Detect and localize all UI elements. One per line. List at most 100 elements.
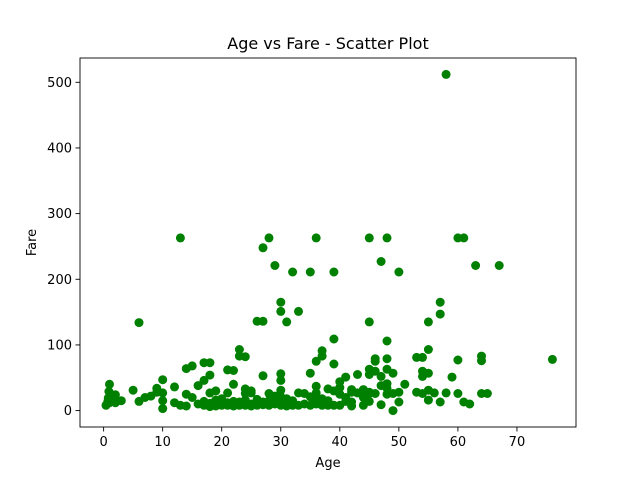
data-point [423, 395, 433, 405]
data-point [364, 396, 374, 406]
plot-background [80, 58, 576, 427]
data-point [400, 379, 410, 389]
data-point [494, 261, 504, 270]
data-point [181, 401, 191, 411]
data-point [429, 388, 439, 398]
data-point [370, 389, 380, 398]
data-point [382, 354, 392, 364]
data-point [305, 368, 315, 378]
data-point [258, 316, 268, 326]
data-point [311, 356, 321, 366]
data-point [264, 233, 274, 243]
data-point [175, 233, 185, 243]
data-point [453, 389, 463, 398]
data-points [101, 69, 557, 416]
data-point [229, 366, 238, 375]
data-point [199, 375, 209, 385]
data-point [435, 397, 445, 407]
data-point [158, 375, 168, 385]
data-point [282, 317, 292, 327]
data-point [370, 354, 380, 364]
data-point [311, 381, 321, 391]
data-point [305, 267, 315, 277]
y-tick-label: 500 [47, 76, 72, 91]
data-point [128, 385, 138, 395]
y-tick-label: 300 [47, 207, 72, 222]
chart-title: Age vs Fare - Scatter Plot [227, 34, 428, 53]
x-tick-label: 70 [509, 435, 526, 450]
data-point [258, 371, 268, 381]
data-point [394, 387, 404, 397]
data-point [364, 233, 374, 243]
data-point [116, 396, 126, 406]
data-point [441, 69, 451, 79]
data-point [329, 267, 339, 277]
y-tick-label: 200 [47, 273, 72, 288]
x-tick-label: 40 [332, 435, 349, 450]
y-tick-label: 0 [64, 404, 72, 419]
data-point [110, 390, 120, 400]
data-point [187, 361, 197, 371]
data-point [341, 372, 351, 382]
data-point [193, 381, 203, 391]
data-point [465, 399, 475, 409]
data-point [376, 257, 386, 266]
data-point [423, 345, 433, 354]
data-point [329, 334, 339, 344]
data-point [477, 351, 486, 361]
data-point [353, 370, 362, 379]
data-point [158, 404, 168, 414]
x-tick-label: 10 [154, 435, 171, 450]
data-point [187, 393, 197, 402]
data-point [394, 397, 404, 407]
y-tick-label: 100 [47, 338, 72, 353]
data-point [394, 267, 404, 277]
data-point [223, 388, 233, 398]
data-point [435, 309, 445, 319]
data-point [423, 317, 433, 327]
data-point [347, 397, 357, 407]
data-point [229, 379, 238, 389]
data-point [294, 306, 303, 316]
data-point [382, 379, 392, 389]
data-point [435, 297, 445, 307]
data-point [211, 386, 221, 396]
data-point [246, 386, 256, 396]
data-point [370, 366, 380, 376]
x-axis-label: Age [315, 456, 340, 471]
data-point [276, 369, 286, 379]
data-point [288, 267, 298, 277]
data-point [482, 389, 492, 398]
x-tick-label: 60 [450, 435, 467, 450]
data-point [170, 382, 179, 392]
data-point [441, 388, 451, 398]
x-tick-label: 50 [391, 435, 408, 450]
data-point [205, 358, 215, 368]
data-point [459, 233, 469, 243]
data-point [276, 385, 286, 395]
data-point [547, 354, 557, 364]
data-point [447, 372, 457, 382]
data-point [276, 375, 286, 385]
y-axis-ticks: 0 100 200 300 400 500 [47, 76, 80, 419]
plot-frame [79, 57, 577, 428]
data-point [329, 359, 339, 369]
data-point [205, 370, 215, 380]
data-point [158, 396, 168, 406]
data-point [158, 388, 168, 398]
y-axis-label: Fare [25, 229, 40, 256]
data-point [311, 388, 321, 398]
data-point [311, 233, 321, 243]
data-point [105, 379, 114, 389]
data-point [388, 406, 398, 416]
data-point [276, 306, 286, 316]
x-tick-label: 30 [272, 435, 289, 450]
x-tick-label: 0 [99, 435, 107, 450]
data-point [276, 297, 286, 307]
data-point [258, 243, 268, 253]
data-point [376, 400, 386, 410]
data-point [453, 355, 463, 365]
data-point [382, 336, 392, 346]
data-point [388, 368, 398, 378]
